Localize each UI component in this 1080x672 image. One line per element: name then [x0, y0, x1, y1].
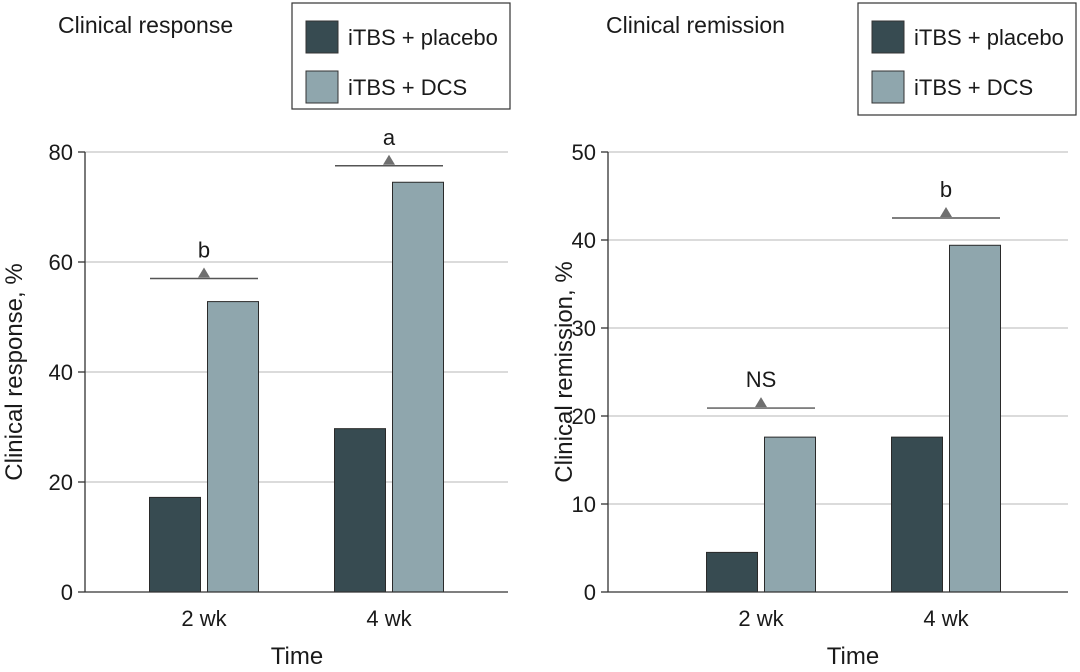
y-tick-label: 30 — [572, 316, 596, 341]
y-tick-label: 80 — [49, 140, 73, 165]
legend-label-1: iTBS + DCS — [348, 75, 467, 100]
bar-placebo-4wk — [334, 428, 386, 593]
y-tick-label: 60 — [49, 250, 73, 275]
bar-dcs-4wk — [392, 181, 444, 593]
y-axis-title: Clinical remission, % — [551, 261, 578, 482]
legend-swatch-0 — [871, 20, 905, 54]
y-tick-label: 10 — [572, 492, 596, 517]
x-axis-title: Time — [271, 643, 323, 670]
y-tick-label: 0 — [61, 580, 73, 605]
significance-marker-icon — [198, 267, 210, 278]
y-tick-label: 40 — [572, 228, 596, 253]
legend-label-0: iTBS + placebo — [348, 25, 498, 50]
legend-swatch-1 — [305, 70, 339, 104]
clinical-response-chart: Clinical response iTBS + placebo iTBS + DC… — [1, 2, 511, 670]
bar-placebo-4wk — [891, 436, 943, 593]
significance-label: a — [383, 125, 396, 150]
significance-marker-icon — [940, 207, 952, 217]
y-axis-title: Clinical response, % — [1, 263, 28, 480]
bar-dcs-4wk — [949, 244, 1001, 593]
bar-placebo-2wk — [706, 551, 758, 593]
x-tick-label: 4 wk — [923, 606, 969, 631]
y-tick-label: 20 — [49, 470, 73, 495]
legend-label-1: iTBS + DCS — [914, 75, 1033, 100]
y-tick-label: 50 — [572, 140, 596, 165]
legend-swatch-1 — [871, 70, 905, 104]
x-tick-label: 4 wk — [366, 606, 412, 631]
legend: iTBS + placebo iTBS + DCS — [857, 2, 1077, 116]
bar-placebo-2wk — [149, 496, 201, 593]
bar-dcs-2wk — [207, 301, 259, 593]
bar-dcs-2wk — [764, 436, 816, 593]
significance-label: b — [198, 238, 210, 263]
x-tick-label: 2 wk — [738, 606, 784, 631]
clinical-remission-chart: Clinical remission iTBS + placebo iTBS + D… — [551, 2, 1077, 670]
significance-marker-icon — [755, 397, 767, 408]
y-tick-label: 0 — [584, 580, 596, 605]
y-tick-label: 20 — [572, 404, 596, 429]
significance-label: NS — [746, 367, 777, 392]
legend-label-0: iTBS + placebo — [914, 25, 1064, 50]
chart-title: Clinical response — [58, 12, 233, 38]
significance-marker-icon — [383, 154, 395, 165]
x-tick-label: 2 wk — [181, 606, 227, 631]
x-axis-title: Time — [827, 643, 879, 670]
chart-title: Clinical remission — [606, 12, 785, 38]
legend-swatch-0 — [305, 20, 339, 54]
legend: iTBS + placebo iTBS + DCS — [291, 2, 511, 110]
y-tick-label: 40 — [49, 360, 73, 385]
significance-label: b — [940, 177, 952, 202]
